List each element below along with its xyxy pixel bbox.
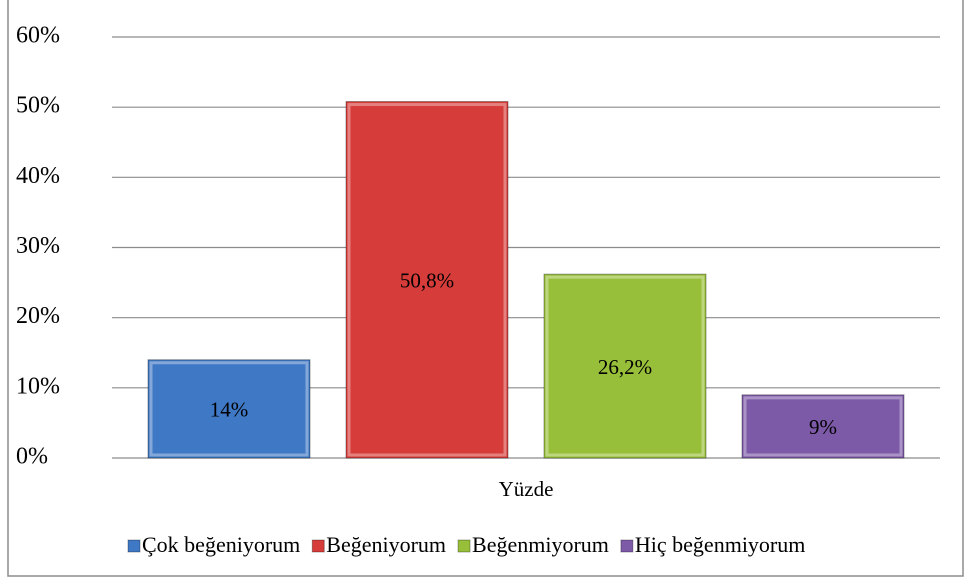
bar [543,273,707,459]
x-tick-label: Yüzde [499,477,554,501]
y-tick-label: 10% [16,373,60,399]
data-label: 26,2% [598,355,652,379]
bar [147,359,311,459]
y-tick-label: 20% [16,303,60,329]
y-tick-label: 30% [16,233,60,259]
y-tick-label: 50% [16,93,60,119]
legend-label: Beğeniyorum [326,532,446,557]
data-label: 50,8% [400,269,454,293]
legend-label: Çok beğeniyorum [142,532,300,557]
data-label: 9% [809,415,837,439]
bar [741,394,905,459]
y-tick-label: 0% [16,444,48,470]
bar-bevel [743,396,903,457]
legend-swatch [457,539,471,553]
bar-bevel [347,103,507,457]
legend-label: Beğenmiyorum [472,532,609,557]
data-label: 14% [210,398,249,422]
bar-bevel [545,275,705,457]
legend-swatch [127,539,141,553]
legend-swatch [311,539,325,553]
bar-bevel [149,361,309,457]
y-tick-label: 60% [16,23,60,49]
legend-swatch [620,539,634,553]
bar [345,101,509,459]
legend-label: Hiç beğenmiyorum [635,532,805,557]
y-tick-label: 40% [16,163,60,189]
